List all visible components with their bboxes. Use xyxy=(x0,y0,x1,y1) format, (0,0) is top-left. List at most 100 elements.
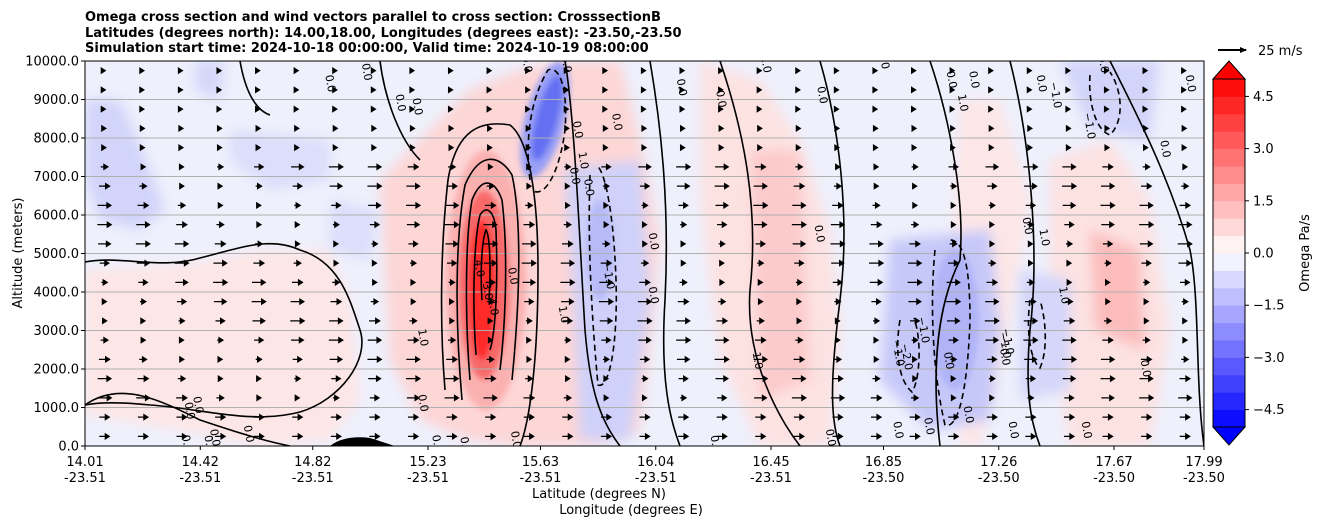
wind-vector xyxy=(407,163,420,171)
wind-vector xyxy=(791,394,807,402)
wind-vector xyxy=(99,259,110,267)
wind-vector xyxy=(369,413,381,421)
wind-vector xyxy=(484,201,497,209)
wind-vector xyxy=(174,240,190,248)
wind-vector xyxy=(446,355,458,363)
wind-vector xyxy=(330,298,343,306)
wind-vector xyxy=(1100,201,1116,209)
wind-vector xyxy=(138,278,149,286)
colorbar-band xyxy=(1213,287,1245,306)
wind-vector xyxy=(640,105,647,113)
wind-vector xyxy=(908,259,923,267)
wind-vector xyxy=(255,355,263,363)
wind-vector xyxy=(1100,355,1116,363)
wind-vector xyxy=(603,201,610,209)
wind-vector xyxy=(872,67,879,75)
wind-vector xyxy=(565,375,571,383)
wind-vector xyxy=(409,86,416,94)
wind-vector xyxy=(177,86,184,94)
wind-vector xyxy=(1063,317,1076,325)
wind-vector xyxy=(757,124,763,132)
wind-vector xyxy=(370,298,380,306)
wind-vector xyxy=(563,221,573,229)
wind-vector xyxy=(406,355,421,363)
wind-vector xyxy=(483,221,498,229)
wind-vector xyxy=(487,336,494,344)
wind-vector xyxy=(677,298,690,306)
wind-vector xyxy=(448,144,455,152)
omega-contours xyxy=(85,61,1204,446)
wind-vector xyxy=(1065,67,1072,75)
title-line-2: Latitudes (degrees north): 14.00,18.00, … xyxy=(85,26,682,41)
wind-vector xyxy=(369,221,381,229)
wind-vector xyxy=(988,86,994,94)
wind-vector xyxy=(1182,336,1189,344)
colorbar-band xyxy=(1213,218,1245,237)
wind-vector xyxy=(718,124,725,132)
wind-vector xyxy=(448,124,455,132)
colorbar-band xyxy=(1213,113,1245,132)
contour-label: 0.0 xyxy=(823,428,839,447)
contour-label: 0.0 xyxy=(359,62,375,81)
contour-three xyxy=(473,209,498,356)
wind-vector xyxy=(718,298,727,306)
wind-vector xyxy=(912,182,918,190)
colorbar-band xyxy=(1213,409,1245,428)
wind-vector xyxy=(256,201,262,209)
wind-vector xyxy=(1027,240,1034,248)
wind-vector xyxy=(179,182,185,190)
wind-vector xyxy=(139,86,146,94)
wind-vector xyxy=(987,182,998,190)
wind-vector xyxy=(640,259,650,267)
wind-vector xyxy=(1177,240,1193,248)
wind-vector xyxy=(912,355,918,363)
wind-vector xyxy=(1179,432,1191,440)
wind-vector xyxy=(873,317,881,325)
wind-vector xyxy=(177,201,187,209)
contour-label: 3.0 xyxy=(480,282,496,301)
wind-vector xyxy=(293,259,302,267)
quiver-key: 25 m/s xyxy=(1218,44,1303,59)
wind-vector xyxy=(139,298,147,306)
wind-vector xyxy=(718,105,724,113)
wind-vector xyxy=(1026,67,1033,75)
wind-vector xyxy=(872,201,881,209)
wind-vector xyxy=(294,144,300,152)
contour-label: 0.0 xyxy=(429,434,445,453)
wind-vector xyxy=(680,259,687,267)
contour-label: 0.0 xyxy=(241,424,257,443)
colorbar-band xyxy=(1213,131,1245,150)
wind-vector xyxy=(676,355,691,363)
wind-vector xyxy=(294,240,301,248)
contour-label: 0.0 xyxy=(812,224,828,243)
wind-vector xyxy=(756,67,763,75)
wind-vector xyxy=(948,432,960,440)
wind-vector xyxy=(565,201,571,209)
wind-vector xyxy=(178,124,185,132)
wind-vector xyxy=(217,336,225,344)
wind-vector xyxy=(333,259,340,267)
wind-vector xyxy=(680,394,688,402)
wind-vector xyxy=(1062,201,1077,209)
wind-vector xyxy=(912,375,919,383)
wind-vector xyxy=(988,259,997,267)
contour-zero-core xyxy=(440,123,539,446)
wind-vector xyxy=(485,278,496,286)
wind-vector xyxy=(1024,182,1038,190)
wind-vector xyxy=(988,375,996,383)
colorbar-ticks: 4.5 3.0 1.5 0.0 −1.5 −3.0 −4.5 xyxy=(1245,90,1285,418)
wind-vector xyxy=(1064,221,1075,229)
wind-vector xyxy=(410,259,418,267)
wind-vector xyxy=(1104,144,1111,152)
wind-vector xyxy=(444,221,460,229)
wind-vector xyxy=(795,67,801,75)
wind-vector xyxy=(523,413,535,421)
wind-vector xyxy=(447,67,454,75)
wind-vector xyxy=(178,163,185,171)
wind-vector xyxy=(101,317,108,325)
contour-label: 1.0 xyxy=(415,328,431,347)
wind-vector xyxy=(602,86,609,94)
wind-vector xyxy=(137,413,150,421)
wind-vector xyxy=(869,259,885,267)
wind-vector xyxy=(640,86,647,94)
